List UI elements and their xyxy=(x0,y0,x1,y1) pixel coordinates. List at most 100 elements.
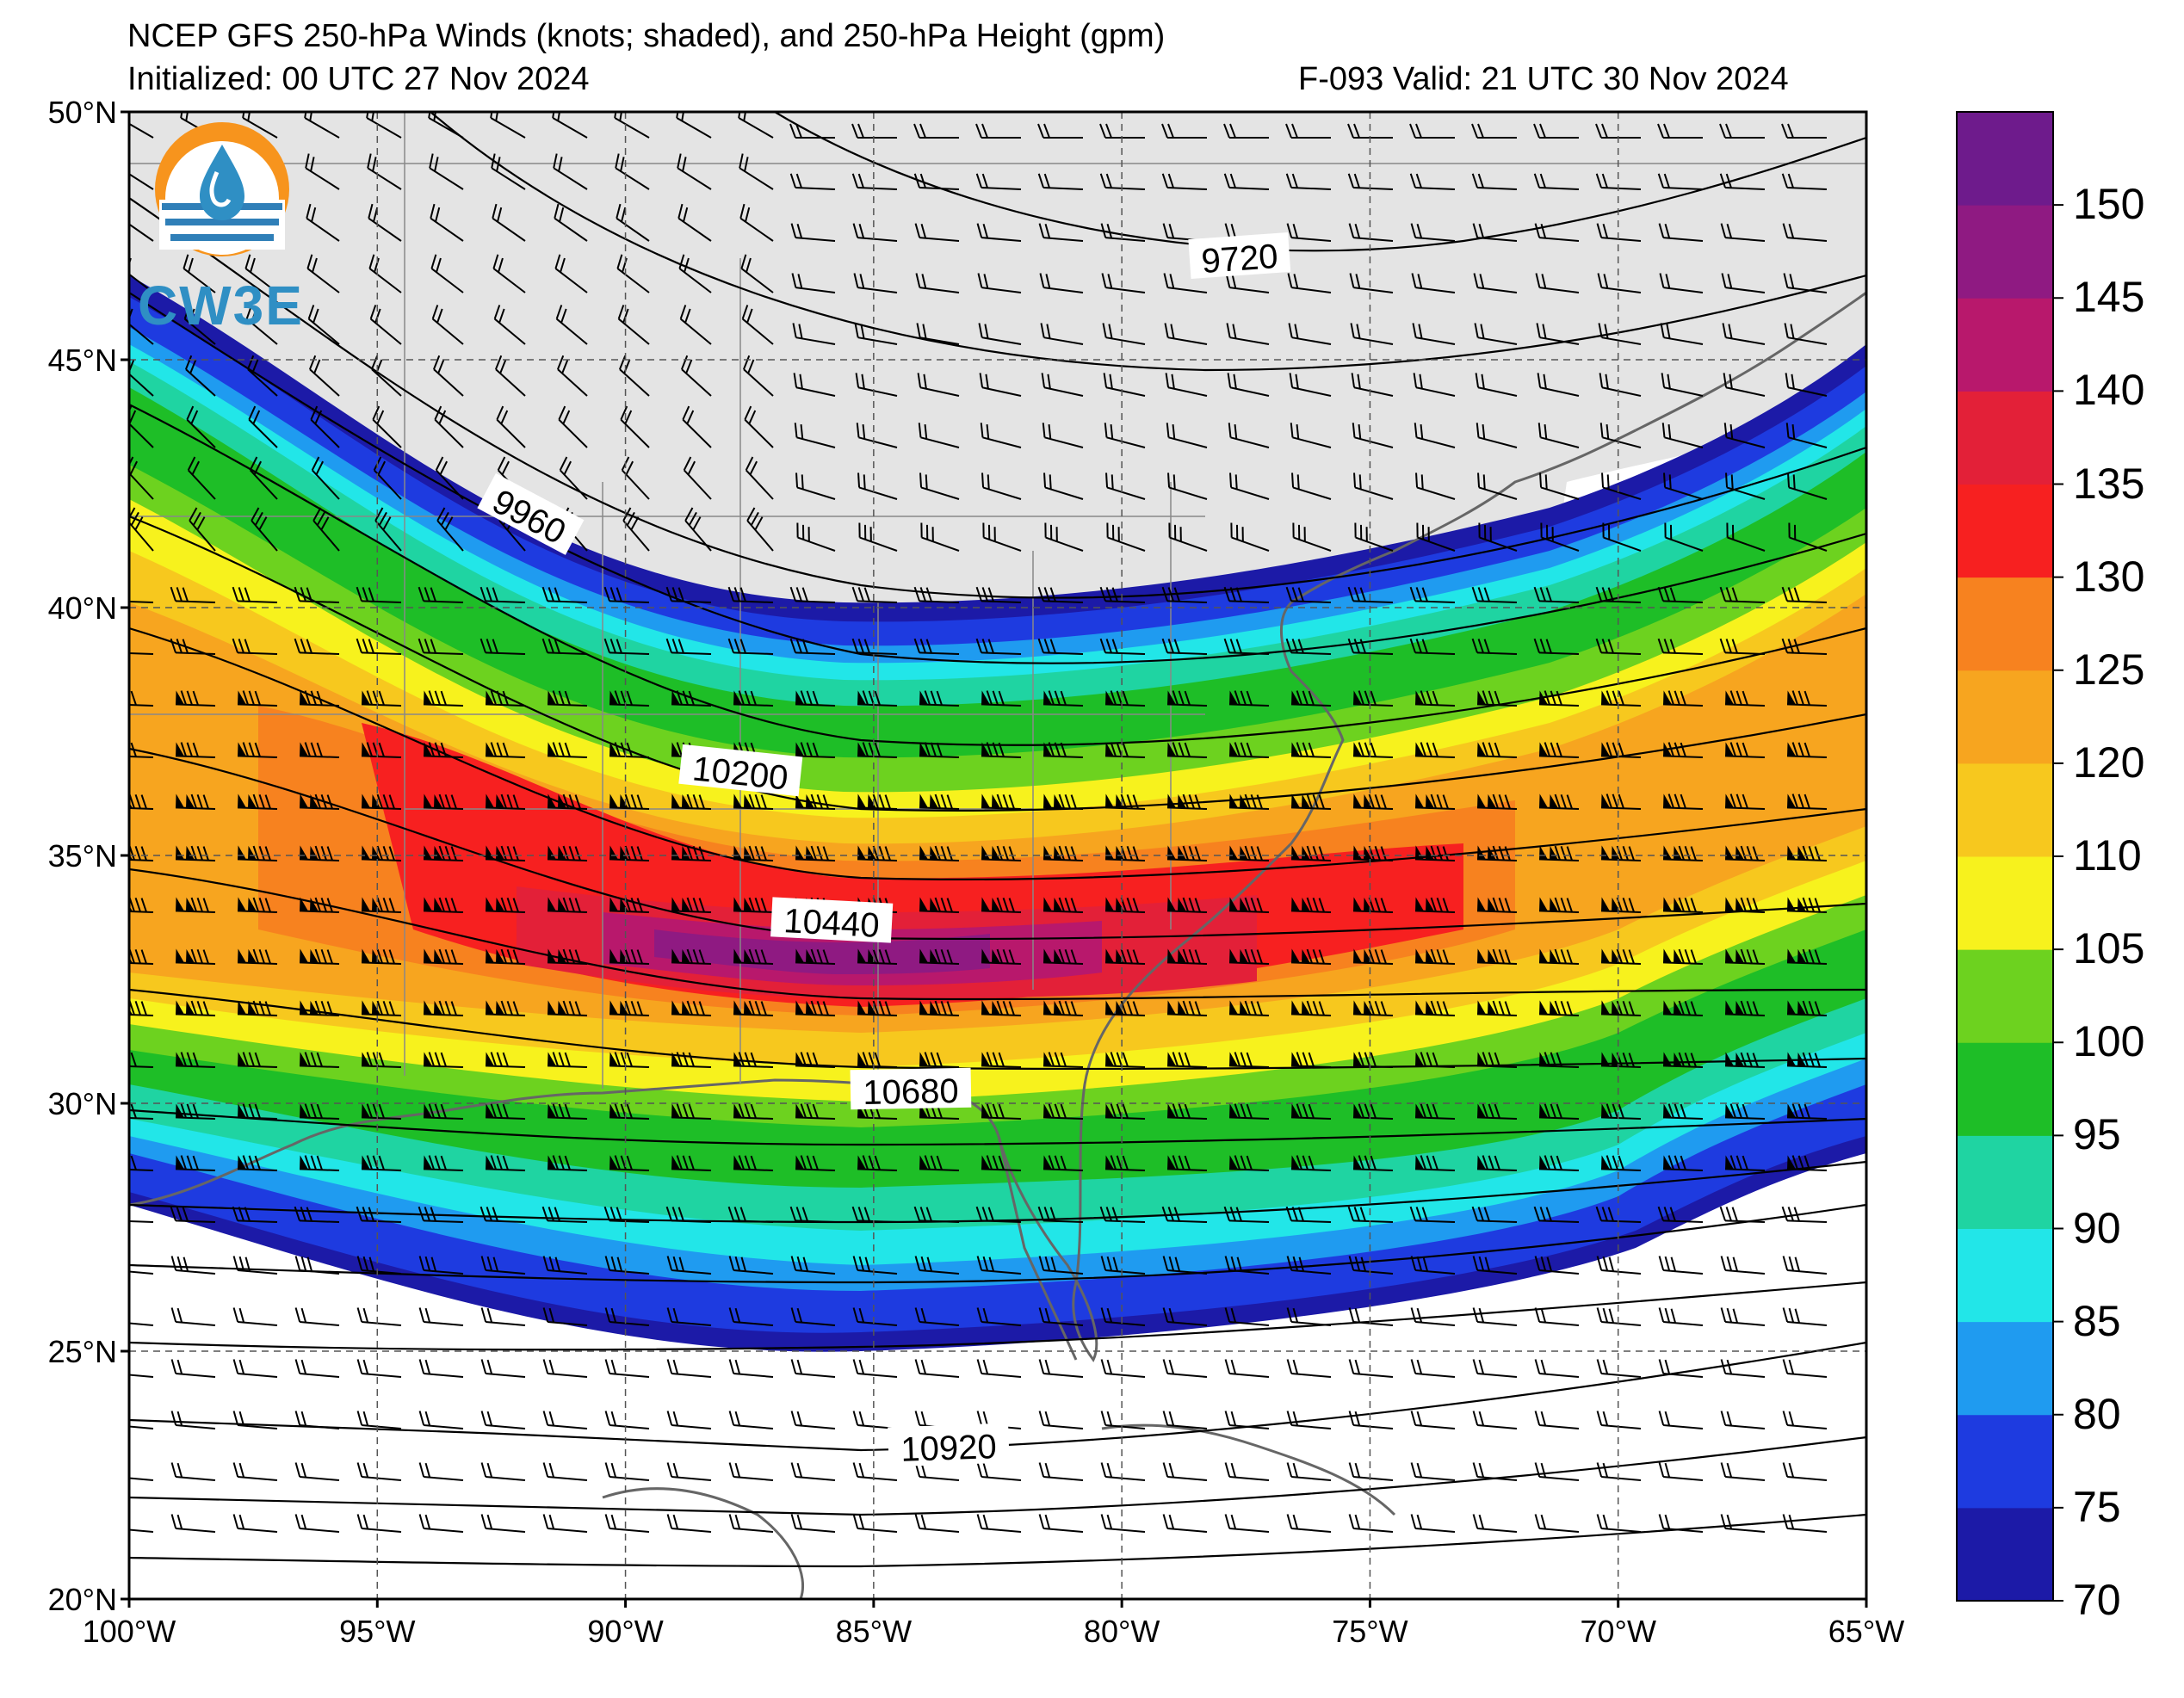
wind-barb xyxy=(604,1256,650,1275)
wind-barb xyxy=(666,1256,712,1275)
wind-barb xyxy=(129,1220,154,1223)
wind-barb xyxy=(795,1052,836,1068)
wind-barb xyxy=(1348,1462,1394,1481)
wind-barb xyxy=(175,1155,216,1171)
wind-barb xyxy=(1786,897,1828,913)
wind-barb xyxy=(1167,472,1208,500)
wind-barb xyxy=(741,305,774,345)
wind-barb xyxy=(854,323,898,345)
wind-barb xyxy=(1290,948,1332,965)
wind-barb xyxy=(366,112,402,139)
wind-barb xyxy=(790,1307,836,1326)
wind-barb xyxy=(1781,638,1828,655)
wind-barb xyxy=(1663,472,1704,500)
wind-barb xyxy=(1411,273,1456,293)
wind-barb xyxy=(1724,1000,1766,1016)
colorbar-segment xyxy=(1957,391,2053,485)
wind-barb xyxy=(604,1411,650,1429)
wind-barb xyxy=(855,373,898,397)
wind-barb xyxy=(1410,1256,1456,1275)
wind-barb xyxy=(604,1359,650,1378)
wind-barb xyxy=(129,1425,154,1429)
wind-barb xyxy=(1533,123,1579,139)
wind-barb xyxy=(978,323,1022,345)
wind-barb xyxy=(1041,373,1084,397)
wind-barb xyxy=(480,1411,526,1429)
wind-barb xyxy=(609,1000,650,1016)
wind-barb xyxy=(1352,1103,1394,1120)
wind-barb xyxy=(1782,223,1828,242)
wind-barb xyxy=(1224,1256,1270,1275)
wind-barb xyxy=(429,153,464,190)
wind-barb xyxy=(1104,690,1146,707)
wind-barb xyxy=(609,1155,650,1171)
colorbar-segment xyxy=(1957,763,2053,857)
wind-barb xyxy=(1286,1411,1332,1429)
wind-barb xyxy=(1348,1256,1394,1275)
wind-barb xyxy=(727,1206,774,1223)
wind-barb xyxy=(1476,1052,1518,1068)
wind-barb xyxy=(1228,948,1270,965)
wind-barb xyxy=(1105,472,1146,500)
wind-barb xyxy=(1409,638,1456,655)
wind-barb xyxy=(541,586,588,603)
wind-barb xyxy=(1657,123,1703,139)
colorbar-label: 85 xyxy=(2073,1296,2121,1345)
wind-barb xyxy=(356,1359,402,1378)
wind-barb xyxy=(1782,1307,1828,1326)
wind-barb xyxy=(851,123,897,139)
wind-barb xyxy=(976,1307,1022,1326)
colorbar-segment xyxy=(1957,577,2053,671)
wind-barb xyxy=(665,1206,712,1223)
wind-barb xyxy=(1100,1411,1146,1429)
wind-barb xyxy=(1099,638,1146,655)
wind-barb xyxy=(981,845,1022,861)
wind-barb xyxy=(1720,1307,1766,1326)
wind-barb xyxy=(733,1155,774,1171)
wind-barb xyxy=(1348,223,1394,242)
wind-barb xyxy=(552,112,588,139)
wind-barb xyxy=(1347,123,1393,139)
wind-barb xyxy=(1224,1462,1270,1481)
wind-barb xyxy=(1723,423,1766,448)
wind-barb xyxy=(1600,1052,1642,1068)
wind-barb xyxy=(129,507,154,552)
wind-barb xyxy=(1290,1000,1332,1016)
wind-barb xyxy=(1104,1103,1146,1120)
wind-barb xyxy=(1534,1359,1580,1378)
wind-barb xyxy=(485,742,526,758)
wind-barb xyxy=(129,652,154,655)
colorbar-label: 140 xyxy=(2073,366,2145,415)
lat-label: 40°N xyxy=(48,590,117,626)
wind-barb xyxy=(1414,1155,1456,1171)
wind-barb xyxy=(1228,1155,1270,1171)
wind-barb xyxy=(604,1462,650,1481)
wind-barb xyxy=(311,456,340,500)
wind-barb xyxy=(1347,638,1394,655)
wind-barb xyxy=(975,123,1021,139)
wind-barb xyxy=(609,948,650,965)
wind-barb xyxy=(671,1052,712,1068)
wind-barb xyxy=(547,793,588,810)
wind-barb xyxy=(795,690,836,707)
wind-barb xyxy=(666,1359,712,1378)
wind-barb xyxy=(1536,323,1580,345)
wind-barb xyxy=(604,1307,650,1326)
wind-barb xyxy=(294,1256,340,1275)
wind-barb xyxy=(682,405,712,448)
wind-barb xyxy=(1725,472,1766,500)
colorbar-label: 110 xyxy=(2073,831,2142,880)
wind-barb xyxy=(1224,1359,1270,1378)
wind-barb xyxy=(1599,373,1642,397)
wind-barb xyxy=(1538,948,1580,965)
wind-barb xyxy=(541,1206,588,1223)
wind-barb xyxy=(237,1052,278,1068)
wind-barb xyxy=(418,1462,464,1481)
wind-barb xyxy=(790,223,836,242)
wind-barb xyxy=(1163,273,1208,293)
wind-barb xyxy=(856,423,898,448)
wind-barb xyxy=(418,1256,464,1275)
wind-barb xyxy=(1726,522,1766,552)
wind-barb xyxy=(1414,948,1456,965)
wind-barb xyxy=(1161,586,1208,603)
